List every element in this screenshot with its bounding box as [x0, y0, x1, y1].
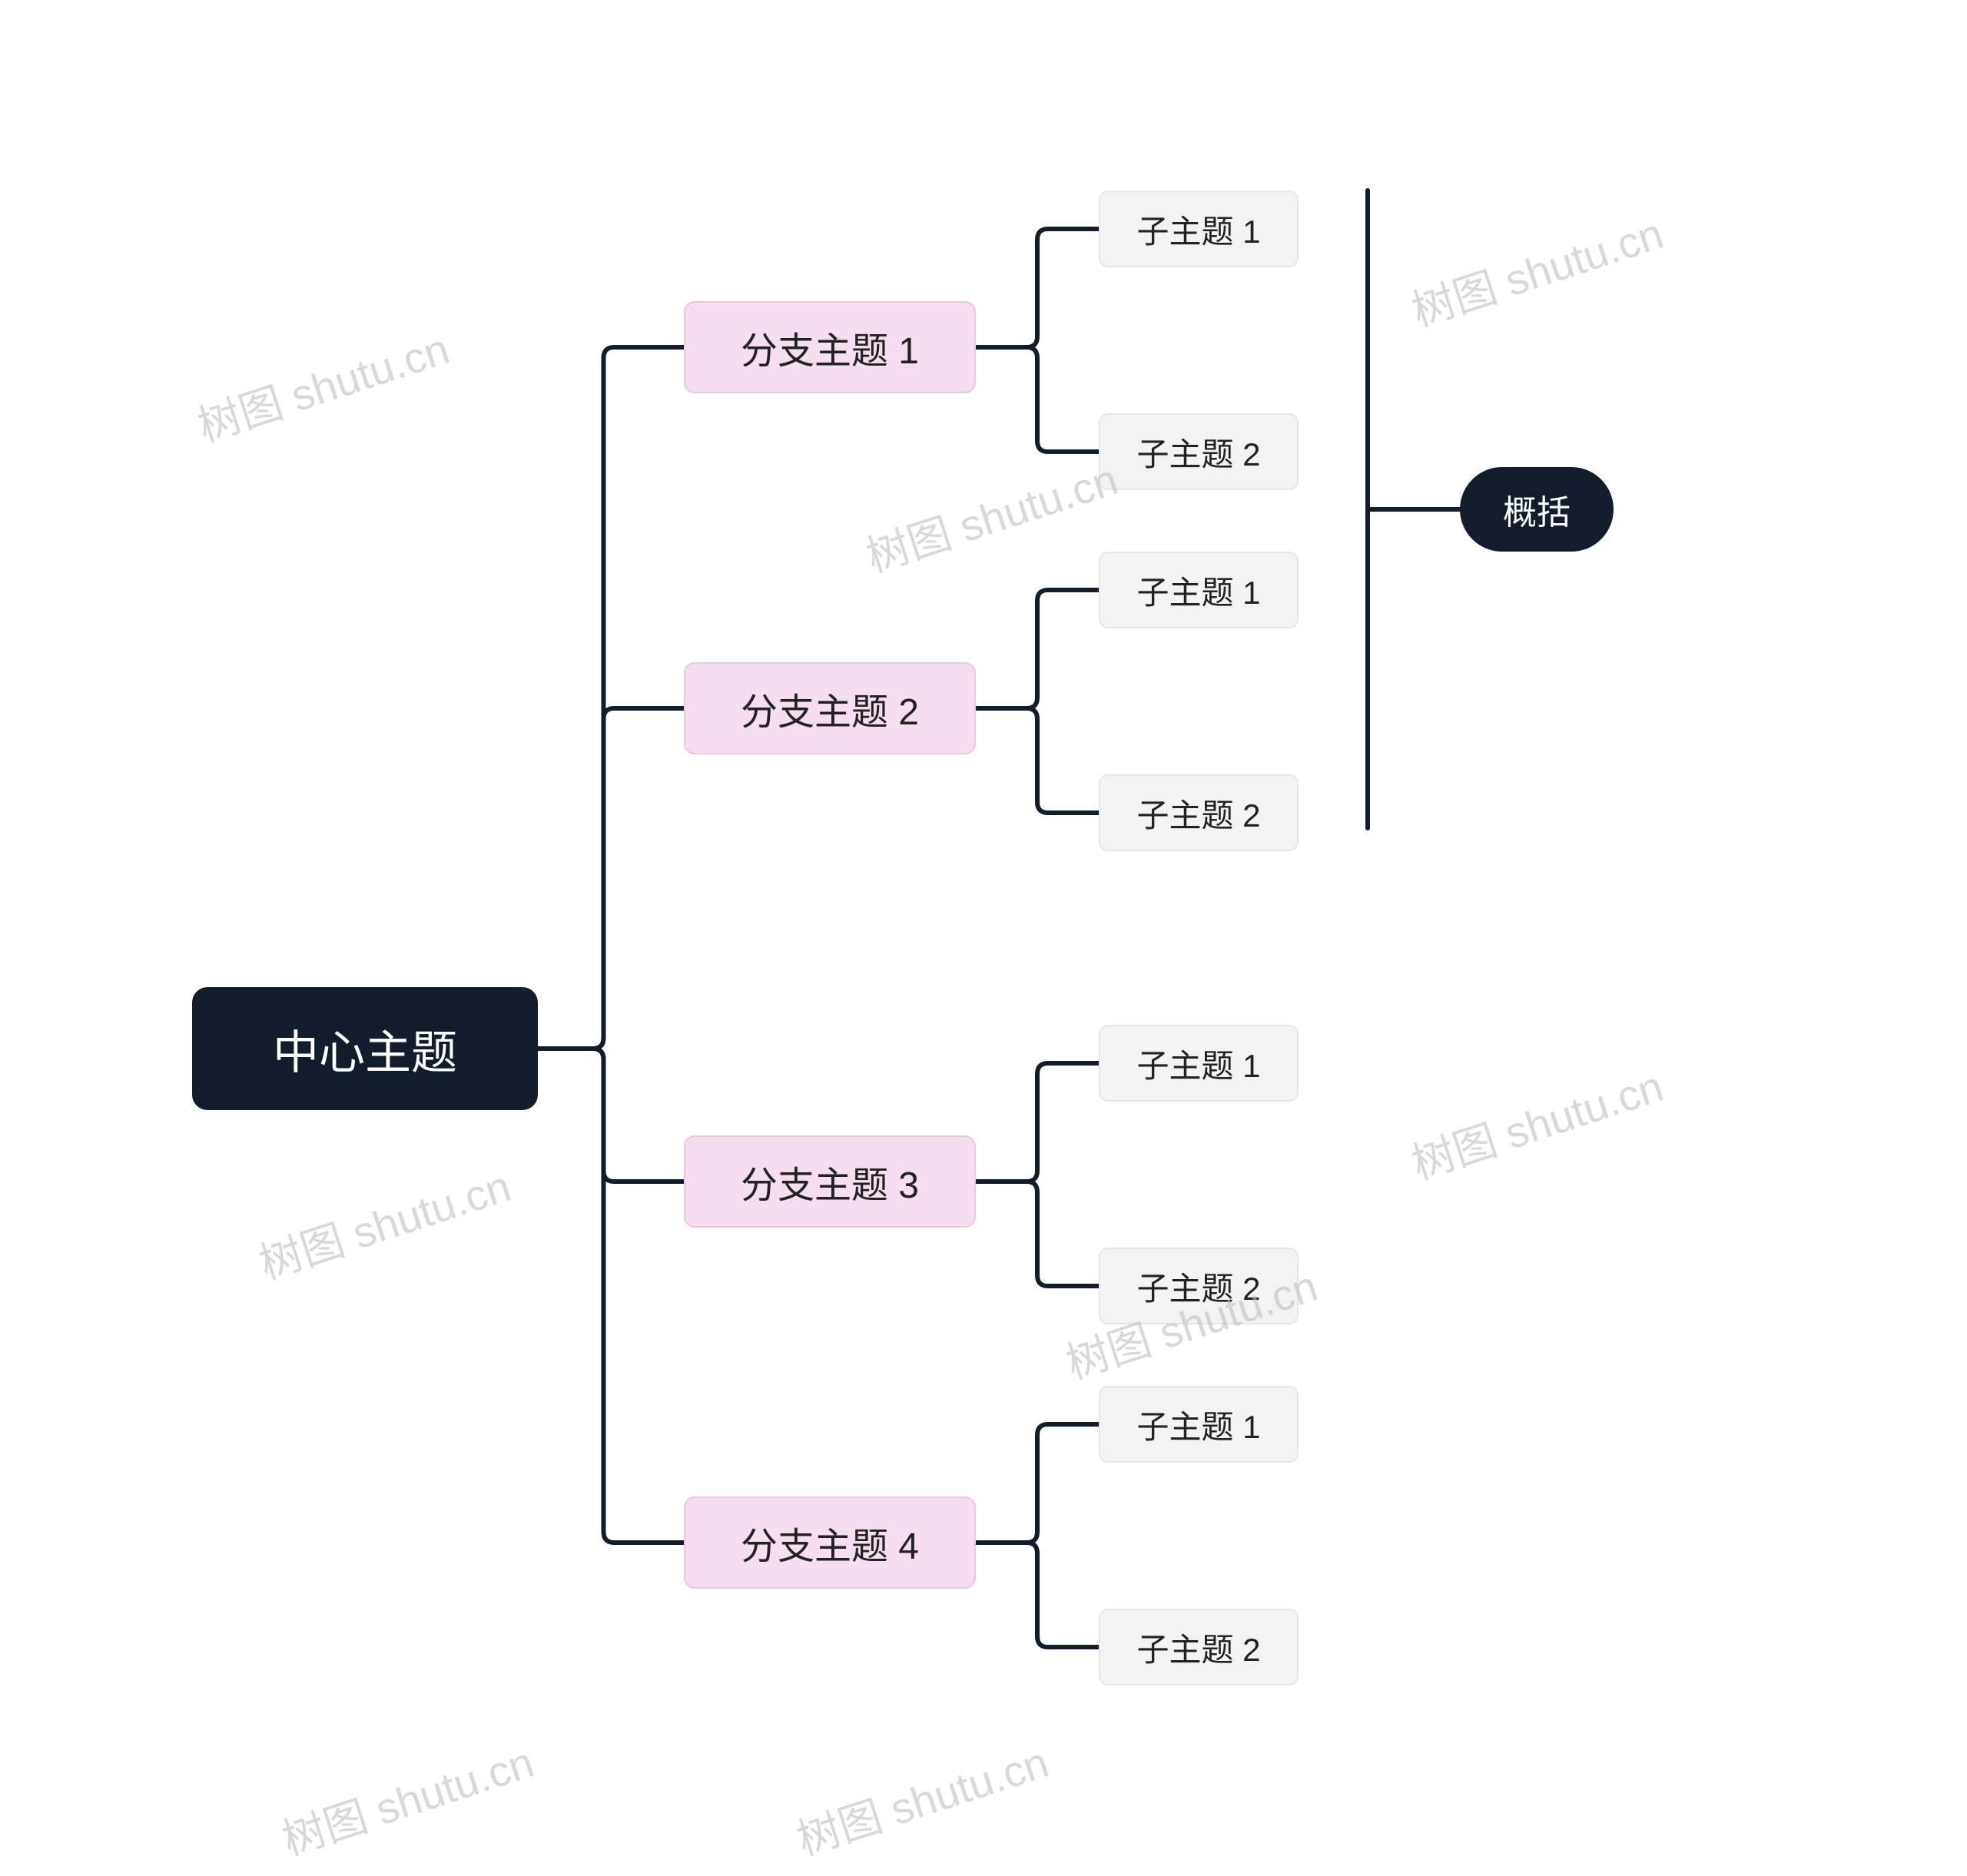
- leaf-node-3-1[interactable]: 子主题 1: [1099, 1025, 1299, 1102]
- branch-node-4-label: 分支主题 4: [741, 1516, 919, 1569]
- leaf-node-4-2[interactable]: 子主题 2: [1099, 1609, 1299, 1685]
- branch-node-3[interactable]: 分支主题 3: [684, 1135, 976, 1228]
- branch-node-1[interactable]: 分支主题 1: [684, 301, 976, 393]
- leaf-node-1-2[interactable]: 子主题 2: [1099, 413, 1299, 490]
- watermark: 树图 shutu.cn: [857, 446, 1125, 585]
- branch-node-3-label: 分支主题 3: [741, 1155, 919, 1208]
- leaf-node-4-1-label: 子主题 1: [1136, 1401, 1260, 1448]
- leaf-node-2-2[interactable]: 子主题 2: [1099, 774, 1299, 851]
- watermark: 树图 shutu.cn: [250, 1152, 518, 1292]
- leaf-node-3-2[interactable]: 子主题 2: [1099, 1248, 1299, 1324]
- watermark: 树图 shutu.cn: [1403, 200, 1670, 340]
- leaf-node-3-2-label: 子主题 2: [1136, 1263, 1260, 1310]
- summary-node[interactable]: 概括: [1460, 467, 1614, 552]
- leaf-node-2-1[interactable]: 子主题 1: [1099, 552, 1299, 628]
- leaf-node-1-1[interactable]: 子主题 1: [1099, 191, 1299, 267]
- connectors-layer: [0, 0, 1967, 1876]
- branch-node-4[interactable]: 分支主题 4: [684, 1496, 976, 1589]
- leaf-node-3-1-label: 子主题 1: [1136, 1040, 1260, 1087]
- leaf-node-2-2-label: 子主题 2: [1136, 790, 1260, 837]
- root-node[interactable]: 中心主题: [192, 987, 538, 1110]
- summary-node-label: 概括: [1503, 485, 1571, 534]
- branch-node-2[interactable]: 分支主题 2: [684, 662, 976, 754]
- leaf-node-4-1[interactable]: 子主题 1: [1099, 1386, 1299, 1463]
- leaf-node-4-2-label: 子主题 2: [1136, 1624, 1260, 1671]
- watermark: 树图 shutu.cn: [189, 315, 456, 455]
- branch-node-1-label: 分支主题 1: [741, 320, 919, 374]
- root-node-label: 中心主题: [273, 1016, 457, 1082]
- watermark: 树图 shutu.cn: [1403, 1052, 1670, 1192]
- watermark: 树图 shutu.cn: [788, 1729, 1056, 1868]
- leaf-node-2-1-label: 子主题 1: [1136, 567, 1260, 614]
- branch-node-2-label: 分支主题 2: [741, 681, 919, 735]
- watermark: 树图 shutu.cn: [274, 1729, 541, 1868]
- leaf-node-1-2-label: 子主题 2: [1136, 429, 1260, 476]
- leaf-node-1-1-label: 子主题 1: [1136, 206, 1260, 253]
